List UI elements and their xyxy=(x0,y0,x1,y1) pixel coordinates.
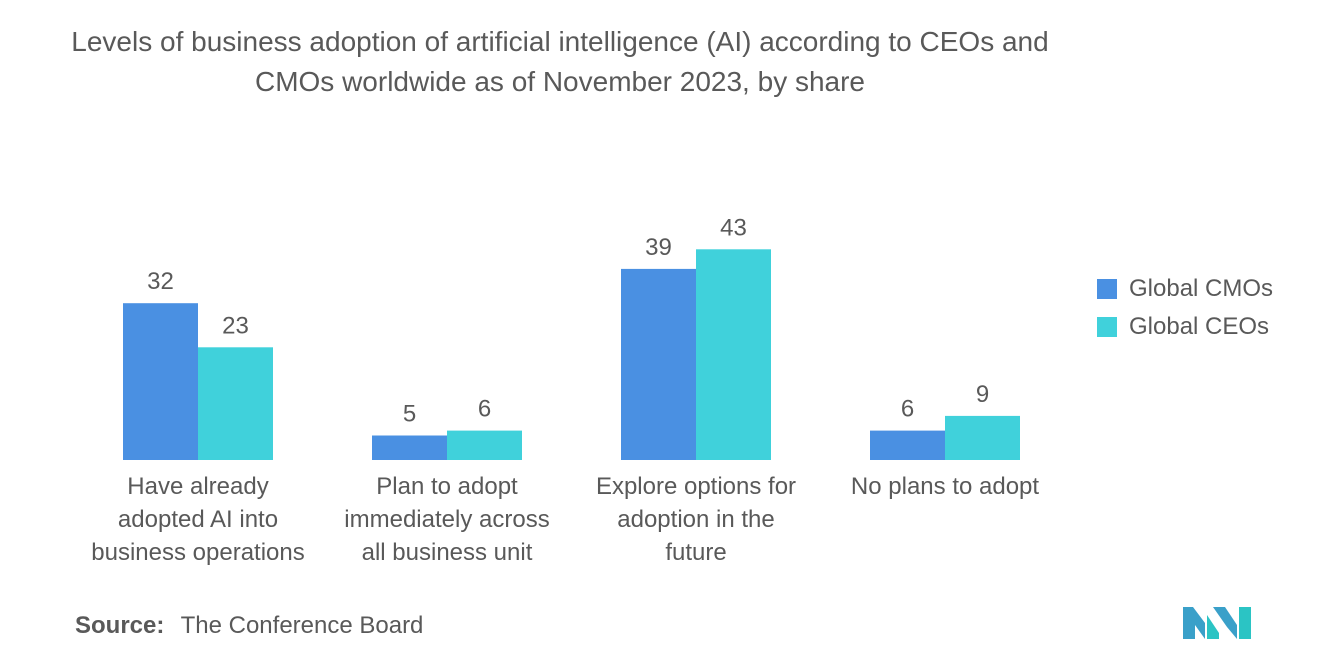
data-label-ceos-3: 9 xyxy=(976,381,989,408)
bar-cmos-1 xyxy=(372,435,447,460)
chart-title: Levels of business adoption of artificia… xyxy=(71,26,1049,97)
legend-item-cmos[interactable]: Global CMOs xyxy=(1097,270,1273,308)
category-label-2-line-1: adoption in the xyxy=(617,506,774,533)
category-label-0-line-0: Have already xyxy=(127,473,268,500)
category-label-0-line-1: adopted AI into xyxy=(118,506,278,533)
data-label-ceos-0: 23 xyxy=(222,312,249,339)
legend-label-ceos: Global CEOs xyxy=(1129,313,1270,340)
bar-cmos-2 xyxy=(621,268,696,460)
bar-cmos-0 xyxy=(123,303,198,460)
data-label-cmos-2: 39 xyxy=(645,234,672,261)
legend-swatch-cmos xyxy=(1097,279,1117,299)
category-label-2-line-0: Explore options for xyxy=(596,473,796,500)
data-label-ceos-1: 6 xyxy=(478,396,491,423)
category-label-1-line-1: immediately across xyxy=(344,506,549,533)
bar-ceos-1 xyxy=(447,430,522,460)
legend-item-ceos[interactable]: Global CEOs xyxy=(1097,308,1273,346)
data-label-cmos-0: 32 xyxy=(147,268,174,295)
bar-ceos-3 xyxy=(945,415,1020,460)
category-label-1-line-0: Plan to adopt xyxy=(376,473,518,500)
bar-chart: 32 23 Have already adopted AI into business … xyxy=(91,214,1039,566)
legend-label-cmos: Global CMOs xyxy=(1129,275,1274,302)
bar-ceos-2 xyxy=(696,249,771,460)
data-label-ceos-2: 43 xyxy=(720,214,747,241)
legend: Global CMOs Global CEOs xyxy=(1097,270,1273,346)
data-label-cmos-3: 6 xyxy=(901,396,914,423)
data-label-cmos-1: 5 xyxy=(403,401,416,428)
category-label-3-line-0: No plans to adopt xyxy=(851,473,1039,500)
category-label-1-line-2: all business unit xyxy=(362,539,533,566)
source-value: The Conference Board xyxy=(180,612,424,639)
bar-cmos-3 xyxy=(870,430,945,460)
category-label-2-line-2: future xyxy=(665,539,726,566)
source-label: Source: xyxy=(75,612,165,639)
bar-ceos-0 xyxy=(198,347,273,460)
legend-swatch-ceos xyxy=(1097,317,1117,337)
category-label-0-line-2: business operations xyxy=(91,539,304,566)
source-note: Source: The Conference Board xyxy=(75,612,423,640)
mordor-intelligence-logo-icon xyxy=(1183,607,1251,639)
